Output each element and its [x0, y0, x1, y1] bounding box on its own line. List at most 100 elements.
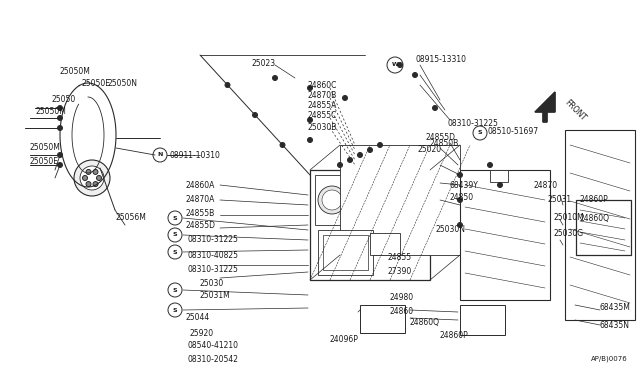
- Circle shape: [153, 148, 167, 162]
- Circle shape: [362, 190, 382, 210]
- Text: 25050M: 25050M: [30, 144, 61, 153]
- Text: 24860: 24860: [390, 308, 414, 317]
- Text: 24870B: 24870B: [308, 90, 337, 99]
- Text: 24860P: 24860P: [440, 330, 468, 340]
- Circle shape: [273, 76, 278, 80]
- Text: S: S: [173, 232, 177, 237]
- Bar: [315, 175, 350, 225]
- Text: 25030: 25030: [200, 279, 224, 288]
- Text: 25050E: 25050E: [82, 80, 111, 89]
- Circle shape: [74, 160, 110, 196]
- Text: 25030B: 25030B: [308, 122, 337, 131]
- Text: 24096P: 24096P: [330, 336, 359, 344]
- Text: 24870A: 24870A: [185, 196, 214, 205]
- Text: 08915-13310: 08915-13310: [415, 55, 466, 64]
- Bar: [395, 175, 425, 225]
- Circle shape: [497, 183, 502, 187]
- Text: 25920: 25920: [190, 328, 214, 337]
- Text: 24855D: 24855D: [425, 132, 455, 141]
- Text: S: S: [173, 250, 177, 254]
- Text: FRONT: FRONT: [563, 97, 588, 122]
- Text: 68435M: 68435M: [600, 304, 631, 312]
- Circle shape: [433, 106, 438, 110]
- Circle shape: [358, 153, 362, 157]
- Circle shape: [307, 86, 312, 90]
- Circle shape: [253, 112, 257, 118]
- Text: S: S: [173, 308, 177, 312]
- Circle shape: [225, 83, 230, 87]
- Bar: [460, 305, 505, 335]
- Text: 25031: 25031: [548, 196, 572, 205]
- Circle shape: [80, 166, 104, 190]
- Circle shape: [337, 163, 342, 167]
- Text: 08540-41210: 08540-41210: [188, 340, 239, 350]
- Circle shape: [57, 152, 63, 158]
- Text: 25050N: 25050N: [108, 78, 138, 87]
- Text: 25020: 25020: [418, 145, 442, 154]
- Bar: [310, 170, 430, 280]
- Text: 25050M: 25050M: [35, 108, 66, 116]
- Circle shape: [93, 169, 98, 174]
- Circle shape: [168, 303, 182, 317]
- Circle shape: [458, 173, 463, 177]
- Text: 08310-20542: 08310-20542: [188, 356, 239, 365]
- Text: 24850: 24850: [450, 193, 474, 202]
- Circle shape: [413, 73, 417, 77]
- Text: N: N: [157, 153, 163, 157]
- Text: 25050E: 25050E: [30, 157, 59, 167]
- Circle shape: [168, 245, 182, 259]
- Circle shape: [83, 176, 88, 180]
- Text: 24870: 24870: [533, 180, 557, 189]
- Text: W: W: [392, 62, 399, 67]
- Text: 24860Q: 24860Q: [580, 214, 610, 222]
- Circle shape: [488, 163, 493, 167]
- Bar: [318, 230, 373, 275]
- Circle shape: [396, 186, 424, 214]
- Circle shape: [97, 176, 102, 180]
- Circle shape: [168, 283, 182, 297]
- Circle shape: [378, 142, 383, 148]
- Text: 08310-40825: 08310-40825: [188, 250, 239, 260]
- Text: 24855A: 24855A: [308, 100, 337, 109]
- Circle shape: [458, 198, 463, 202]
- Text: 24855B: 24855B: [185, 208, 214, 218]
- Circle shape: [358, 186, 386, 214]
- Text: 24860C: 24860C: [308, 80, 337, 90]
- Text: 08510-51697: 08510-51697: [487, 128, 538, 137]
- Circle shape: [458, 222, 463, 228]
- Polygon shape: [535, 92, 555, 122]
- Text: 25030N: 25030N: [435, 225, 465, 234]
- Circle shape: [307, 138, 312, 142]
- Polygon shape: [535, 92, 555, 122]
- Text: 25030G: 25030G: [553, 228, 583, 237]
- Circle shape: [280, 142, 285, 148]
- Text: 25023: 25023: [252, 58, 276, 67]
- Text: 08911-10310: 08911-10310: [170, 151, 221, 160]
- Text: 68439Y: 68439Y: [450, 180, 479, 189]
- Text: 24860P: 24860P: [580, 196, 609, 205]
- Circle shape: [168, 228, 182, 242]
- Bar: [370, 233, 400, 255]
- Text: S: S: [173, 288, 177, 292]
- Circle shape: [342, 96, 348, 100]
- Text: 68435N: 68435N: [600, 321, 630, 330]
- Text: AP/B)0076: AP/B)0076: [591, 356, 628, 362]
- Circle shape: [397, 62, 403, 67]
- Text: 24855D: 24855D: [185, 221, 215, 231]
- Bar: [340, 145, 460, 255]
- Bar: [576, 200, 631, 255]
- Text: 25050M: 25050M: [60, 67, 91, 77]
- Bar: [355, 175, 390, 225]
- Circle shape: [57, 115, 63, 121]
- Text: 25044: 25044: [185, 314, 209, 323]
- Text: 24860A: 24860A: [185, 180, 214, 189]
- Circle shape: [307, 118, 312, 122]
- Circle shape: [86, 169, 91, 174]
- Circle shape: [318, 186, 346, 214]
- Bar: [360, 305, 405, 333]
- Text: 24850B: 24850B: [430, 138, 460, 148]
- Circle shape: [168, 211, 182, 225]
- Circle shape: [400, 190, 420, 210]
- Text: 24855: 24855: [388, 253, 412, 263]
- Circle shape: [93, 182, 98, 187]
